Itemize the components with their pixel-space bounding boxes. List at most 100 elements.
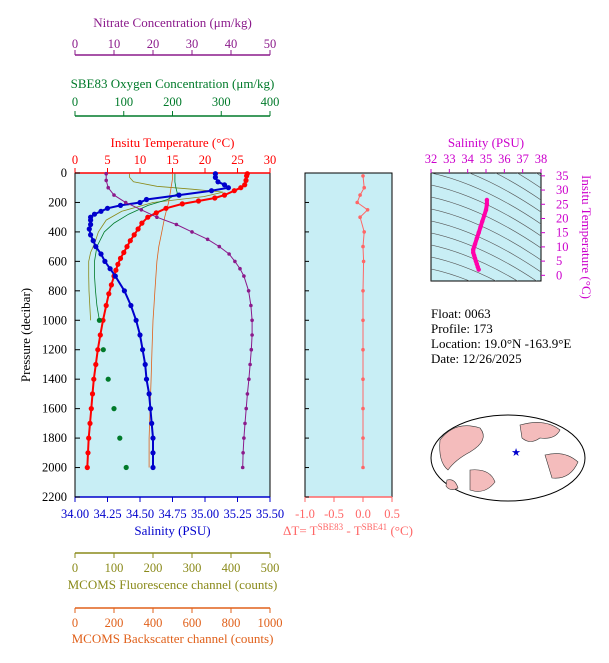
- salinity-axis-label: Salinity (PSU): [134, 523, 210, 538]
- salinity-point: [176, 192, 182, 198]
- fluorescence-tick-label: 100: [105, 561, 124, 575]
- backscatter-trace: [148, 173, 173, 468]
- fluorescence-tick-label: 500: [261, 561, 280, 575]
- pressure-tick-label: 800: [48, 284, 67, 298]
- salinity-point: [142, 361, 148, 368]
- salinity-point: [121, 288, 127, 294]
- nitrate-point: [174, 222, 179, 227]
- temperature-point: [121, 249, 127, 256]
- nitrate-point: [242, 436, 246, 440]
- isopycnal-line: [431, 268, 471, 281]
- salinity-point: [221, 182, 228, 188]
- salinity-point: [88, 217, 94, 223]
- delta-point: [361, 377, 365, 382]
- salinity-point: [150, 464, 156, 471]
- ts-x-tick-label: 38: [535, 152, 548, 166]
- salinity-point: [91, 211, 98, 217]
- temperature-point: [115, 261, 121, 267]
- oxygen-trace: [94, 173, 178, 321]
- nitrate-axis-label: Nitrate Concentration (μm/kg): [93, 15, 252, 30]
- nitrate-point: [233, 259, 237, 264]
- nitrate-point: [112, 193, 116, 197]
- ts-x-tick-label: 36: [498, 152, 511, 166]
- nitrate-point: [106, 185, 110, 190]
- salinity-point: [225, 185, 231, 191]
- temperature-point: [108, 282, 114, 288]
- salinity-tick-label: 35.25: [223, 507, 251, 521]
- ts-point: [480, 219, 485, 224]
- ts-x-tick-label: 35: [480, 152, 493, 166]
- backscatter-tick-label: 800: [222, 616, 241, 630]
- delta-point: [361, 436, 365, 440]
- temperature-tick-label: 10: [134, 153, 147, 167]
- delta-point: [358, 215, 362, 219]
- ts-y-tick-label: 15: [556, 226, 569, 240]
- oxygen-tick-label: 400: [261, 95, 280, 109]
- nitrate-point: [246, 289, 251, 293]
- pressure-tick-label: 1400: [42, 372, 67, 386]
- ts-point: [476, 230, 481, 235]
- temperature-point: [86, 435, 92, 441]
- fluorescence-axis-label: MCOMS Fluorescence channel (counts): [68, 577, 278, 592]
- pressure-tick-label: 400: [48, 225, 67, 239]
- salinity-point: [98, 251, 104, 257]
- temperature-point: [100, 317, 106, 323]
- salinity-tick-label: 35.00: [191, 507, 219, 521]
- ts-point: [474, 236, 479, 241]
- ts-y-axis-label: Insitu Temperature (°C): [579, 175, 594, 299]
- salinity-point: [149, 420, 155, 426]
- ts-x-tick-label: 33: [443, 152, 456, 166]
- temperature-point: [163, 205, 169, 211]
- oxygen-axis-label: SBE83 Oxygen Concentration (μm/kg): [71, 76, 275, 91]
- delta-label-superscript: SBE83: [318, 522, 344, 532]
- delta-label-superscript: SBE41: [362, 522, 388, 532]
- salinity-point: [104, 205, 111, 211]
- backscatter-tick-label: 1000: [258, 616, 283, 630]
- oxygen-point: [105, 376, 111, 382]
- salinity-tick-label: 35.50: [256, 507, 284, 521]
- world-map: ★: [430, 414, 586, 502]
- isopycnal-line: [495, 173, 541, 201]
- delta-point: [358, 193, 362, 197]
- isopycnal-line: [431, 256, 497, 281]
- delta-point: [361, 465, 365, 470]
- nitrate-point: [245, 392, 250, 396]
- temperature-point: [124, 244, 130, 250]
- temperature-tick-label: 0: [72, 153, 78, 167]
- salinity-point: [128, 302, 134, 309]
- temperature-point: [84, 464, 90, 471]
- pressure-tick-label: 1000: [42, 313, 67, 327]
- oxygen-tick-label: 100: [114, 95, 133, 109]
- temperature-point: [179, 201, 185, 207]
- salinity-point: [137, 199, 143, 206]
- nitrate-point: [241, 451, 245, 455]
- temperature-tick-label: 15: [166, 153, 179, 167]
- temperature-point: [87, 420, 93, 426]
- salinity-point: [98, 208, 104, 214]
- salinity-point: [140, 347, 146, 353]
- temperature-point: [97, 332, 103, 338]
- nitrate-tick-label: 20: [147, 37, 160, 51]
- temperature-point: [243, 177, 249, 183]
- delta-point: [361, 406, 365, 411]
- nitrate-point: [205, 237, 210, 242]
- temperature-point: [135, 226, 141, 232]
- nitrate-line: [105, 173, 253, 468]
- isopycnal-line: [431, 184, 541, 237]
- pressure-tick-label: 2200: [42, 490, 67, 504]
- delta-tick-label: 0.5: [384, 507, 400, 521]
- salinity-point: [150, 450, 156, 456]
- nitrate-point: [104, 171, 108, 176]
- oxygen-point: [100, 347, 106, 353]
- nitrate-point: [238, 266, 242, 271]
- bottom-axes-group: 0 100 200 300 400 500 MCOMS Fluorescence chann…: [68, 552, 283, 646]
- salinity-point: [102, 258, 108, 264]
- temperature-point: [117, 255, 124, 261]
- temperature-point: [103, 302, 109, 309]
- ts-y-tick-label: 25: [556, 197, 569, 211]
- nitrate-tick-label: 40: [225, 37, 238, 51]
- nitrate-point: [227, 252, 231, 256]
- salinity-point: [93, 244, 99, 250]
- fluorescence-trace: [88, 173, 224, 321]
